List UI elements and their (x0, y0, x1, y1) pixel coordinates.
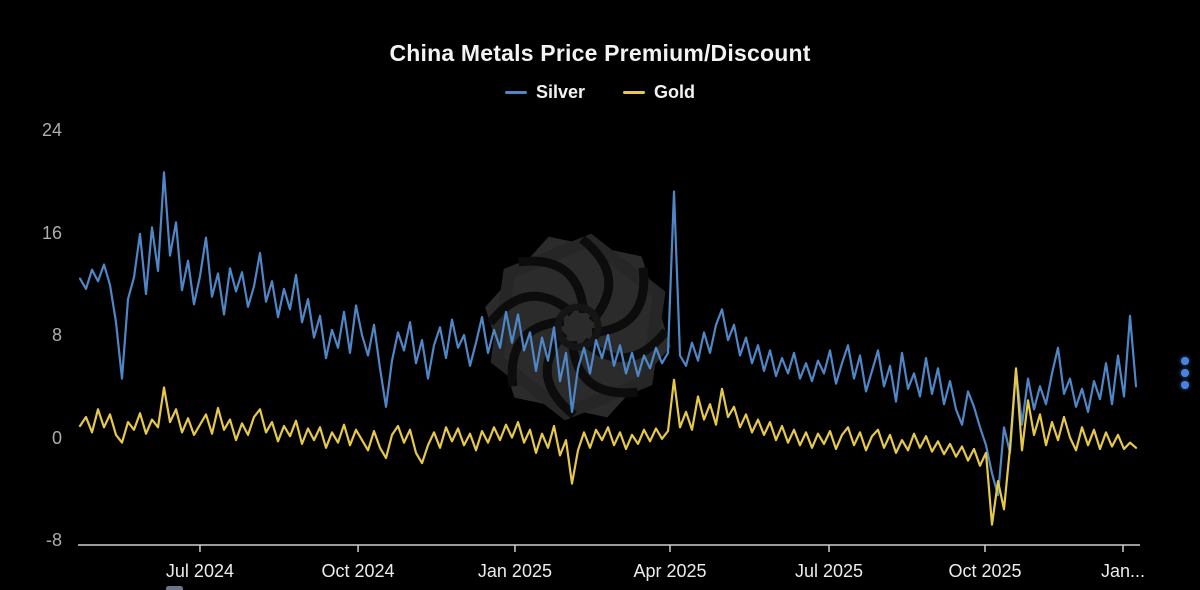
menu-dot (1181, 381, 1189, 389)
x-axis (78, 544, 1140, 552)
y-tick-label: 8 (51, 325, 62, 345)
y-tick-label: 24 (41, 120, 62, 140)
chart-options-menu-icon[interactable] (1179, 355, 1191, 391)
chart-legend: Silver Gold (0, 82, 1200, 103)
x-tick-label: Apr 2025 (633, 561, 707, 581)
x-tick-label: Jul 2025 (794, 561, 864, 581)
x-tick-label: Jul 2024 (165, 561, 234, 581)
legend-label-silver: Silver (535, 82, 586, 102)
y-tick-label: 0 (51, 427, 62, 448)
menu-dot (1181, 369, 1189, 377)
chart-title: China Metals Price Premium/Discount (389, 40, 811, 66)
watermark-logo (485, 233, 671, 421)
legend-item-gold[interactable]: Gold (623, 82, 695, 103)
silver-line (78, 171, 1138, 497)
gold-line-swatch (623, 90, 646, 95)
x-tick-label: Jan 2025 (477, 561, 552, 581)
x-tick-label: Oct 2024 (321, 561, 395, 581)
silver-line-swatch (504, 90, 527, 95)
cropped-ui-fragment (166, 586, 183, 590)
y-tick-label: 16 (41, 222, 62, 243)
chart-series (78, 171, 1138, 526)
menu-dot (1181, 357, 1189, 365)
legend-item-silver[interactable]: Silver (504, 82, 586, 103)
x-tick-label: Jan... (1100, 561, 1146, 581)
y-tick-label: -8 (45, 530, 62, 550)
gold-line (78, 367, 1138, 526)
x-tick-label: Oct 2025 (948, 561, 1022, 581)
legend-label-gold: Gold (654, 82, 696, 102)
